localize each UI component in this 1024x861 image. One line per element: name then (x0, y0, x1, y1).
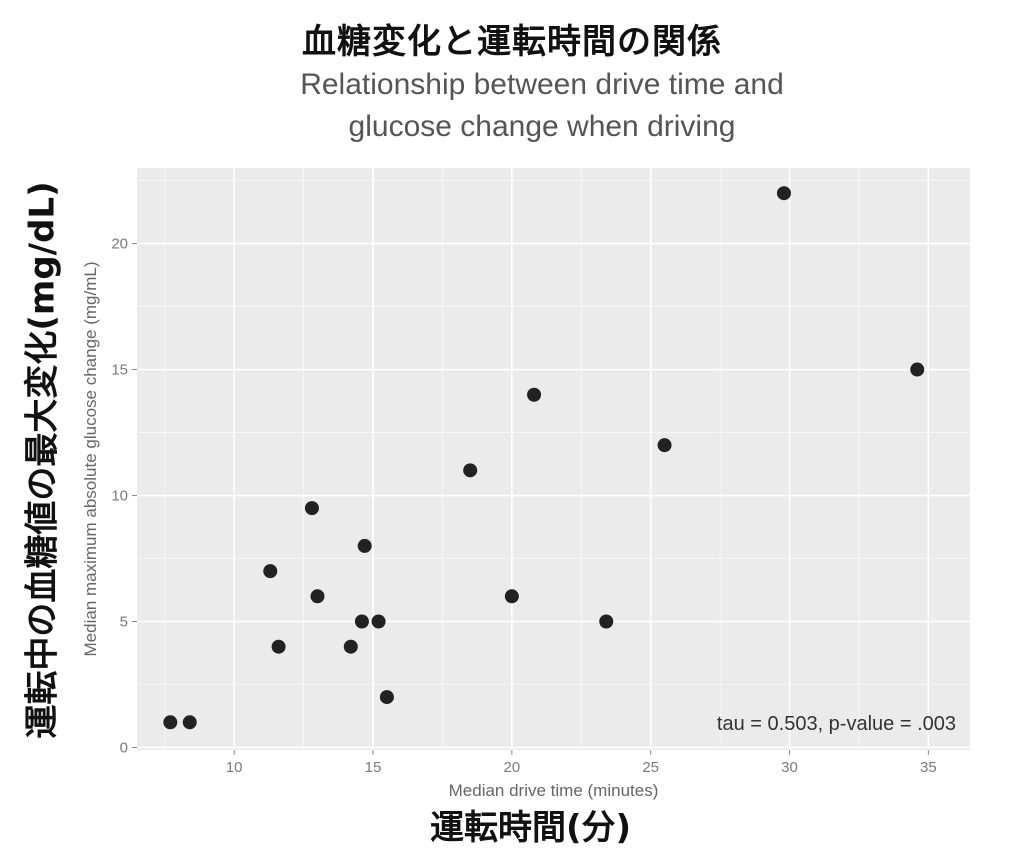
japanese-title: 血糖変化と運転時間の関係 (302, 22, 722, 62)
x-tick-label: 15 (365, 759, 382, 776)
japanese-x-axis-label: 運転時間(分) (430, 808, 632, 848)
y-tick-label: 0 (120, 739, 128, 756)
data-point (527, 387, 542, 402)
x-tick-label: 30 (781, 759, 798, 776)
correlation-annotation: tau = 0.503, p-value = .003 (717, 713, 956, 735)
y-axis-title: Median maximum absolute glucose change (… (81, 262, 100, 657)
x-axis-title: Median drive time (minutes) (449, 781, 659, 800)
english-title: Relationship between drive time and gluc… (0, 64, 1024, 148)
data-point (304, 501, 319, 516)
data-point (371, 614, 386, 629)
y-tick-label: 5 (120, 614, 128, 631)
data-point (657, 438, 672, 453)
data-point (504, 589, 519, 604)
data-point (310, 589, 325, 604)
data-point (910, 362, 925, 377)
y-tick-label: 20 (111, 236, 128, 253)
data-point (163, 715, 178, 730)
data-point (271, 639, 286, 654)
x-tick-label: 35 (920, 759, 937, 776)
plot-panel (137, 168, 970, 750)
data-point (354, 614, 369, 629)
y-tick-label: 15 (111, 362, 128, 379)
data-points (163, 186, 925, 730)
x-tick-label: 20 (504, 759, 521, 776)
x-tick-label: 25 (642, 759, 659, 776)
data-point (357, 538, 372, 553)
english-title-line-1: Relationship between drive time and (300, 68, 784, 101)
data-point (599, 614, 614, 629)
english-title-line-2: glucose change when driving (348, 110, 736, 143)
data-point (343, 639, 358, 654)
data-point (263, 564, 278, 579)
data-point (776, 186, 791, 201)
data-point (463, 463, 478, 478)
data-point (379, 690, 394, 705)
y-tick-label: 10 (111, 488, 128, 505)
grid-lines (137, 168, 970, 750)
data-point (182, 715, 197, 730)
axis-ticks: 10 15 20 25 30 35 0 5 10 15 20 (111, 236, 936, 776)
x-tick-label: 10 (226, 759, 243, 776)
